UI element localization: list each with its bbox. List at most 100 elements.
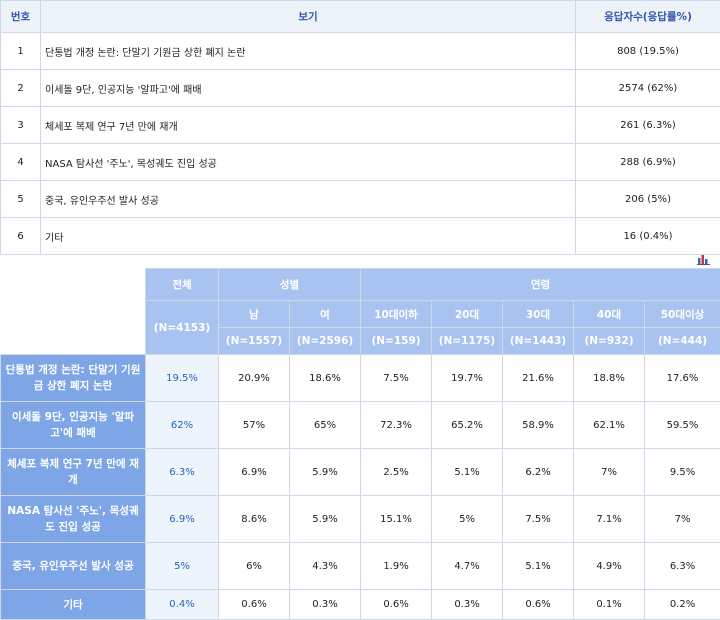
row-label: 기타: [1, 590, 146, 620]
row-responses: 16 (0.4%): [576, 218, 720, 255]
row-value: 0.3%: [290, 590, 361, 620]
row-label: 이세돌 9단, 인공지능 '알파고'에 패배: [1, 402, 146, 449]
row-value: 4.7%: [432, 543, 503, 590]
row-value: 5.1%: [432, 449, 503, 496]
total-n: (N=4153): [146, 301, 219, 355]
row-total: 19.5%: [146, 355, 219, 402]
row-value: 57%: [219, 402, 290, 449]
row-value: 5.9%: [290, 496, 361, 543]
row-option: 기타: [41, 218, 576, 255]
corner-cell: [1, 269, 146, 355]
row-responses: 808 (19.5%): [576, 33, 720, 70]
row-value: 5.1%: [503, 543, 574, 590]
row-label: 체세포 복제 연구 7년 만에 재개: [1, 449, 146, 496]
column-n: (N=159): [361, 328, 432, 355]
row-responses: 261 (6.3%): [576, 107, 720, 144]
row-number: 2: [1, 70, 41, 107]
column-label: 40대: [574, 301, 645, 328]
row-value: 1.9%: [361, 543, 432, 590]
column-n: (N=932): [574, 328, 645, 355]
row-option: 이세돌 9단, 인공지능 '알파고'에 패배: [41, 70, 576, 107]
row-number: 1: [1, 33, 41, 70]
row-label: 단통법 개정 논란: 단말기 기원금 상한 폐지 논란: [1, 355, 146, 402]
header-option: 보기: [41, 1, 576, 33]
row-responses: 2574 (62%): [576, 70, 720, 107]
row-value: 0.1%: [574, 590, 645, 620]
row-total: 5%: [146, 543, 219, 590]
row-value: 7.5%: [503, 496, 574, 543]
row-value: 62.1%: [574, 402, 645, 449]
row-value: 0.2%: [645, 590, 720, 620]
row-value: 7%: [645, 496, 720, 543]
row-value: 7.1%: [574, 496, 645, 543]
row-total: 6.3%: [146, 449, 219, 496]
row-value: 7.5%: [361, 355, 432, 402]
row-value: 72.3%: [361, 402, 432, 449]
total-header: 전체: [146, 269, 219, 301]
header-no: 번호: [1, 1, 41, 33]
row-value: 18.6%: [290, 355, 361, 402]
row-value: 6.9%: [219, 449, 290, 496]
row-label: 중국, 유인우주선 발사 성공: [1, 543, 146, 590]
row-value: 4.3%: [290, 543, 361, 590]
row-value: 4.9%: [574, 543, 645, 590]
row-number: 3: [1, 107, 41, 144]
row-value: 0.3%: [432, 590, 503, 620]
bar-chart-icon[interactable]: [697, 253, 711, 265]
row-value: 6.2%: [503, 449, 574, 496]
row-total: 0.4%: [146, 590, 219, 620]
row-value: 9.5%: [645, 449, 720, 496]
row-option: 체세포 복제 연구 7년 만에 재개: [41, 107, 576, 144]
row-value: 19.7%: [432, 355, 503, 402]
row-total: 62%: [146, 402, 219, 449]
column-n: (N=2596): [290, 328, 361, 355]
row-value: 59.5%: [645, 402, 720, 449]
row-value: 21.6%: [503, 355, 574, 402]
row-value: 65.2%: [432, 402, 503, 449]
column-label: 여: [290, 301, 361, 328]
row-value: 8.6%: [219, 496, 290, 543]
row-option: 중국, 유인우주선 발사 성공: [41, 181, 576, 218]
row-value: 5%: [432, 496, 503, 543]
column-label: 남: [219, 301, 290, 328]
row-number: 4: [1, 144, 41, 181]
column-n: (N=1175): [432, 328, 503, 355]
header-responses: 응답자수(응답률%): [576, 1, 720, 33]
row-responses: 206 (5%): [576, 181, 720, 218]
column-label: 30대: [503, 301, 574, 328]
row-value: 2.5%: [361, 449, 432, 496]
row-value: 65%: [290, 402, 361, 449]
row-value: 7%: [574, 449, 645, 496]
row-option: 단통법 개정 논란: 단말기 기원금 상한 폐지 논란: [41, 33, 576, 70]
row-responses: 288 (6.9%): [576, 144, 720, 181]
results-header-row: 번호 보기 응답자수(응답률%): [1, 1, 720, 33]
row-value: 0.6%: [219, 590, 290, 620]
row-label: NASA 탐사선 '주노', 목성궤도 진입 성공: [1, 496, 146, 543]
column-label: 10대이하: [361, 301, 432, 328]
row-value: 5.9%: [290, 449, 361, 496]
age-header: 연령: [361, 269, 720, 301]
column-label: 20대: [432, 301, 503, 328]
row-value: 18.8%: [574, 355, 645, 402]
row-value: 17.6%: [645, 355, 720, 402]
row-value: 0.6%: [503, 590, 574, 620]
column-label: 50대이상: [645, 301, 720, 328]
row-total: 6.9%: [146, 496, 219, 543]
row-value: 15.1%: [361, 496, 432, 543]
column-n: (N=1443): [503, 328, 574, 355]
row-value: 6.3%: [645, 543, 720, 590]
row-option: NASA 탐사선 '주노', 목성궤도 진입 성공: [41, 144, 576, 181]
